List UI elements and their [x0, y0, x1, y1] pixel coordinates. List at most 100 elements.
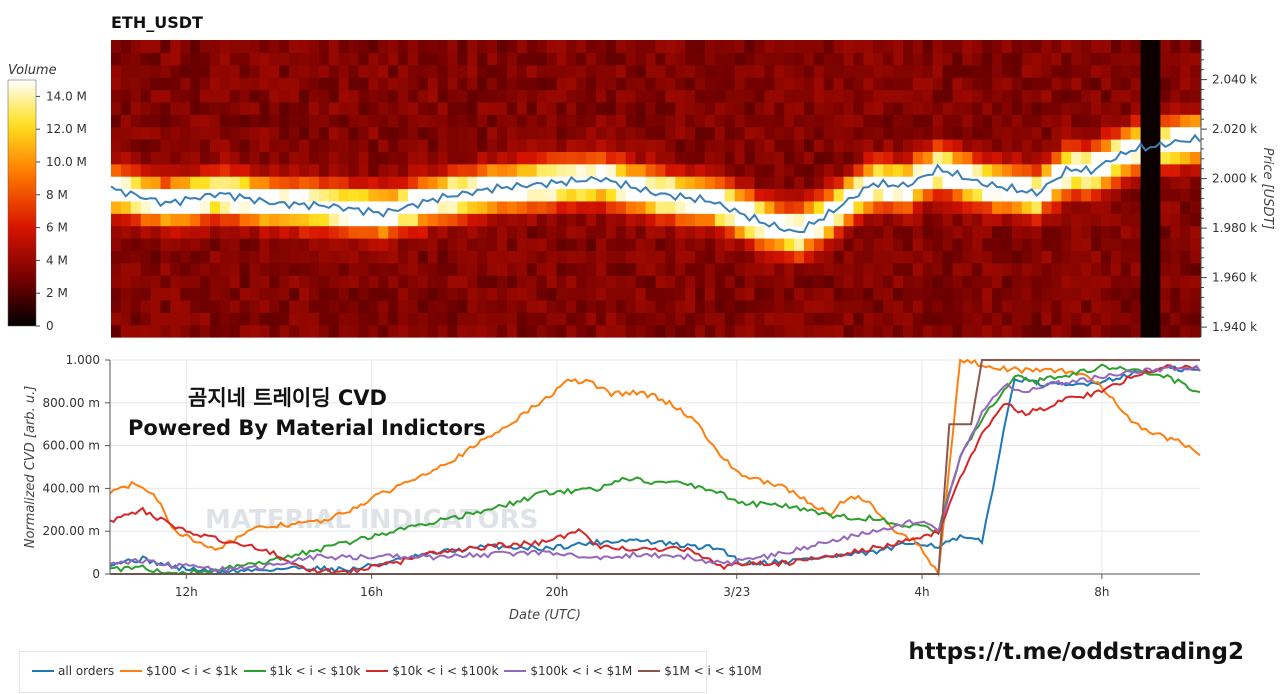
heatmap-cell	[724, 250, 736, 264]
heatmap-cell	[338, 64, 350, 78]
heatmap-cell	[546, 40, 558, 53]
heatmap-cell	[883, 213, 894, 227]
heatmap-cell	[1120, 126, 1132, 140]
heatmap-cell	[1061, 200, 1072, 214]
heatmap-cell	[596, 151, 607, 165]
heatmap-cell	[1071, 312, 1082, 326]
heatmap-cell	[883, 64, 894, 78]
heatmap-cell	[398, 275, 409, 289]
heatmap-cell	[655, 139, 666, 152]
heatmap-cell	[1120, 101, 1132, 115]
heatmap-cell	[219, 299, 231, 313]
heatmap-cell	[645, 299, 657, 313]
heatmap-cell	[417, 139, 429, 152]
heatmap-cell	[992, 52, 1003, 66]
heatmap-cell	[695, 77, 706, 91]
heatmap-cell	[675, 163, 686, 177]
heatmap-cell	[863, 40, 874, 53]
heatmap-cell	[695, 176, 706, 190]
heatmap-cell	[526, 225, 538, 239]
heatmap-cell	[398, 238, 409, 251]
heatmap-cell	[566, 114, 577, 128]
heatmap-cell	[615, 40, 627, 53]
heatmap-cell	[536, 324, 548, 338]
heatmap-cell	[120, 299, 132, 313]
heatmap-cell	[942, 176, 954, 190]
heatmap-cell	[804, 40, 815, 53]
colorbar-tick-label: 10.0 M	[46, 155, 87, 169]
heatmap-cell	[1051, 40, 1062, 53]
heatmap-cell	[239, 40, 251, 53]
heatmap-cell	[873, 238, 884, 251]
heatmap-cell	[259, 52, 270, 66]
heatmap-cell	[903, 163, 914, 177]
legend-item-s10k[interactable]: $10k < i < $100k	[366, 664, 498, 678]
heatmap-cell	[1150, 126, 1161, 140]
heatmap-cell	[1160, 126, 1171, 140]
heatmap-cell	[368, 126, 379, 140]
heatmap-cell	[160, 312, 171, 326]
heatmap-cell	[794, 324, 805, 338]
heatmap-cell	[823, 238, 835, 251]
heatmap-cell	[843, 188, 855, 202]
heatmap-cell	[318, 200, 330, 214]
heatmap-cell	[348, 262, 360, 276]
legend-item-s1k[interactable]: $1k < i < $10k	[243, 664, 360, 678]
heatmap-cell	[437, 200, 449, 214]
heatmap-cell	[477, 151, 488, 165]
heatmap-cell	[1011, 287, 1023, 301]
heatmap-cell	[972, 250, 983, 264]
legend-item-s100k[interactable]: $100k < i < $1M	[504, 664, 632, 678]
heatmap-cell	[972, 324, 983, 338]
cvd-line-all	[109, 365, 1201, 575]
heatmap-cell	[348, 101, 360, 115]
heatmap-cell	[1081, 101, 1092, 115]
legend-item-s1m[interactable]: $1M < i < $10M	[638, 664, 762, 678]
heatmap-cell	[813, 40, 825, 53]
heatmap-cell	[754, 77, 765, 91]
heatmap-cell	[606, 188, 617, 202]
heatmap-cell	[130, 139, 142, 152]
heatmap-cell	[645, 200, 657, 214]
heatmap-cell	[516, 89, 528, 103]
heatmap-cell	[111, 114, 122, 128]
heatmap-cell	[249, 299, 261, 313]
heatmap-cell	[477, 40, 488, 53]
heatmap-cell	[289, 163, 300, 177]
heatmap-cell	[1091, 126, 1102, 140]
heatmap-cell	[467, 324, 478, 338]
heatmap-cell	[922, 64, 934, 78]
heatmap-cell	[457, 324, 468, 338]
legend-item-s100[interactable]: $100 < i < $1k	[120, 664, 238, 678]
heatmap-cell	[457, 151, 468, 165]
heatmap-cell	[408, 40, 419, 53]
heatmap-cell	[992, 299, 1003, 313]
heatmap-cell	[774, 89, 785, 103]
heatmap-cell	[309, 40, 320, 53]
heatmap-cell	[922, 126, 934, 140]
heatmap-cell	[111, 151, 122, 165]
price-axis-label: Price [USDT]	[1260, 148, 1275, 230]
heatmap-cell	[160, 40, 171, 53]
heatmap-cell	[279, 101, 290, 115]
heatmap-cell	[447, 312, 459, 326]
heatmap-cell	[516, 52, 528, 66]
heatmap-cell	[784, 126, 795, 140]
heatmap-cell	[586, 176, 597, 190]
heatmap-cell	[487, 77, 498, 91]
heatmap-cell	[655, 176, 666, 190]
heatmap-cell	[784, 101, 795, 115]
heatmap-cell	[1120, 287, 1132, 301]
heatmap-cell	[1091, 213, 1102, 227]
heatmap-cell	[289, 324, 300, 338]
heatmap-cell	[685, 139, 696, 152]
heatmap-cell	[1021, 101, 1033, 115]
telegram-url[interactable]: https://t.me/oddstrading2	[908, 639, 1244, 665]
legend-item-all[interactable]: all orders	[32, 664, 114, 678]
heatmap-cell	[912, 114, 924, 128]
heatmap-cell	[398, 225, 409, 239]
heatmap-cell	[417, 126, 429, 140]
heatmap-cell	[774, 126, 785, 140]
heatmap-cell	[596, 163, 607, 177]
heatmap-cell	[279, 238, 290, 251]
